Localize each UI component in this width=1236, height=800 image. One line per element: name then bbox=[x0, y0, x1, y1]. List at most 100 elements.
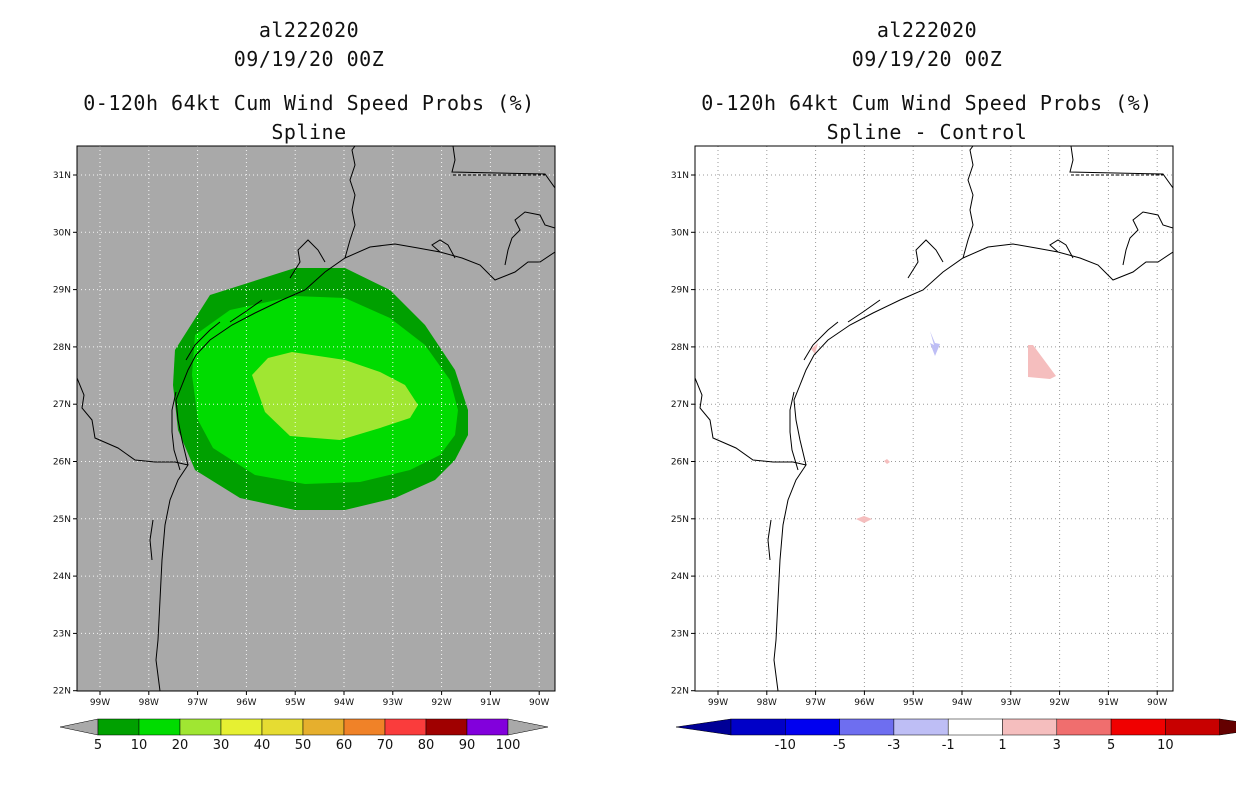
right-colorbar-swatch bbox=[893, 718, 949, 736]
right-colorbar-label: 1 bbox=[998, 738, 1006, 753]
right-lat-label: 30N bbox=[671, 228, 689, 238]
left-map: 31N 30N 29N 28N 27N 26N 25N 24N 23N 22N 99W 98W 97W 9… bbox=[53, 145, 556, 753]
left-lat-label: 24N bbox=[53, 572, 71, 582]
triangle-end-right-icon bbox=[507, 718, 549, 736]
left-panel: al222020 09/19/20 00Z 0-120h 64kt Cum Wi… bbox=[53, 18, 556, 753]
right-product-title: 0-120h 64kt Cum Wind Speed Probs (%) bbox=[701, 91, 1153, 115]
right-colorbar-swatch bbox=[1165, 718, 1220, 736]
right-lon-label: 97W bbox=[805, 698, 825, 708]
left-lat-label: 28N bbox=[53, 343, 71, 353]
right-colorbar-swatch bbox=[1110, 718, 1166, 736]
right-colorbar-swatch bbox=[785, 718, 840, 736]
left-colorbar-label: 90 bbox=[459, 738, 476, 753]
right-colorbar-swatch bbox=[1056, 718, 1112, 736]
right-lon-label: 90W bbox=[1147, 698, 1167, 708]
left-colorbar-swatch bbox=[343, 718, 386, 736]
left-colorbar-swatch bbox=[220, 718, 263, 736]
right-lon-label: 98W bbox=[757, 698, 777, 708]
right-map-frame bbox=[694, 145, 1174, 692]
left-colorbar-label: 30 bbox=[213, 738, 230, 753]
right-colorbar-swatch bbox=[730, 718, 786, 736]
right-map: 31N 30N 29N 28N 27N 26N 25N 24N 23N 22N 99W 98W 97W 9… bbox=[671, 145, 1236, 753]
right-date: 09/19/20 00Z bbox=[851, 47, 1003, 71]
left-colorbar-swatch bbox=[97, 718, 140, 736]
left-lat-label: 26N bbox=[53, 458, 71, 468]
right-colorbar-swatch bbox=[839, 718, 895, 736]
right-colorbar-swatch bbox=[1002, 718, 1058, 736]
left-lon-label: 97W bbox=[187, 698, 207, 708]
right-colorbar: -10 -5 -3 -1 1 3 5 10 bbox=[675, 718, 1236, 753]
right-colorbar-swatch bbox=[947, 718, 1003, 736]
right-colorbar-label: 10 bbox=[1157, 738, 1174, 753]
right-lon-label: 91W bbox=[1098, 698, 1118, 708]
right-colorbar-label: -10 bbox=[775, 738, 796, 753]
right-lon-label: 92W bbox=[1049, 698, 1069, 708]
right-lat-label: 22N bbox=[671, 687, 689, 697]
right-colorbar-label: -5 bbox=[833, 738, 846, 753]
right-lat-label: 26N bbox=[671, 458, 689, 468]
right-panel: al222020 09/19/20 00Z 0-120h 64kt Cum Wi… bbox=[618, 0, 1236, 800]
right-lat-label: 23N bbox=[671, 629, 689, 639]
left-colorbar-swatch bbox=[302, 718, 345, 736]
left-lon-label: 94W bbox=[334, 698, 354, 708]
diff-patch-positive-large bbox=[1028, 345, 1056, 379]
left-product-title: 0-120h 64kt Cum Wind Speed Probs (%) bbox=[83, 91, 535, 115]
left-colorbar-label: 5 bbox=[94, 738, 102, 753]
right-colorbar-label: 5 bbox=[1107, 738, 1115, 753]
left-colorbar-swatch bbox=[179, 718, 222, 736]
triangle-end-left-icon bbox=[59, 718, 99, 736]
left-colorbar-swatch bbox=[384, 718, 427, 736]
triangle-end-right-icon bbox=[1219, 718, 1236, 736]
left-lon-label: 99W bbox=[90, 698, 110, 708]
right-lat-label: 27N bbox=[671, 400, 689, 410]
left-lon-label: 90W bbox=[529, 698, 549, 708]
left-coastline bbox=[77, 146, 555, 691]
diff-patch-positive-small-2 bbox=[884, 459, 890, 464]
left-lat-label: 30N bbox=[53, 228, 71, 238]
left-colorbar-label: 10 bbox=[131, 738, 148, 753]
diff-patch-positive-small-1 bbox=[856, 516, 872, 523]
left-lon-label: 93W bbox=[383, 698, 403, 708]
left-date: 09/19/20 00Z bbox=[233, 47, 385, 71]
left-colorbar-label: 40 bbox=[254, 738, 271, 753]
right-lon-label: 95W bbox=[903, 698, 923, 708]
right-colorbar-label: -1 bbox=[942, 738, 955, 753]
left-lon-label: 92W bbox=[431, 698, 451, 708]
left-colorbar-label: 60 bbox=[336, 738, 353, 753]
left-colorbar: 5 10 20 30 40 50 60 70 80 90 100 bbox=[59, 718, 549, 753]
right-coastline bbox=[695, 146, 1173, 691]
left-lon-label: 91W bbox=[480, 698, 500, 708]
right-lon-label: 93W bbox=[1001, 698, 1021, 708]
left-lat-label: 29N bbox=[53, 286, 71, 296]
right-storm-id: al222020 bbox=[876, 18, 978, 42]
left-lat-label: 22N bbox=[53, 687, 71, 697]
left-storm-id: al222020 bbox=[258, 18, 360, 42]
right-lat-label: 28N bbox=[671, 343, 689, 353]
left-map-frame bbox=[76, 145, 556, 692]
right-map-background bbox=[695, 146, 1173, 691]
right-colorbar-label: -3 bbox=[887, 738, 900, 753]
diff-patch-positive-coast bbox=[811, 343, 818, 354]
right-lon-label: 99W bbox=[708, 698, 728, 708]
left-colorbar-label: 20 bbox=[172, 738, 189, 753]
right-lon-label: 94W bbox=[952, 698, 972, 708]
left-colorbar-swatch bbox=[261, 718, 304, 736]
left-colorbar-label: 100 bbox=[496, 738, 521, 753]
right-variant-title: Spline - Control bbox=[826, 120, 1028, 144]
left-colorbar-label: 80 bbox=[418, 738, 435, 753]
triangle-end-left-icon bbox=[675, 718, 732, 736]
left-lat-label: 31N bbox=[53, 171, 71, 181]
left-variant-title: Spline bbox=[271, 120, 347, 144]
left-lat-label: 27N bbox=[53, 400, 71, 410]
left-lon-label: 95W bbox=[285, 698, 305, 708]
left-colorbar-swatch bbox=[138, 718, 181, 736]
left-colorbar-label: 50 bbox=[295, 738, 312, 753]
right-lat-label: 24N bbox=[671, 572, 689, 582]
right-lon-label: 96W bbox=[854, 698, 874, 708]
left-lon-label: 98W bbox=[139, 698, 159, 708]
right-lat-label: 29N bbox=[671, 286, 689, 296]
diff-patch-negative bbox=[930, 331, 940, 356]
right-lat-label: 25N bbox=[671, 515, 689, 525]
right-colorbar-label: 3 bbox=[1053, 738, 1061, 753]
left-colorbar-swatch bbox=[425, 718, 468, 736]
